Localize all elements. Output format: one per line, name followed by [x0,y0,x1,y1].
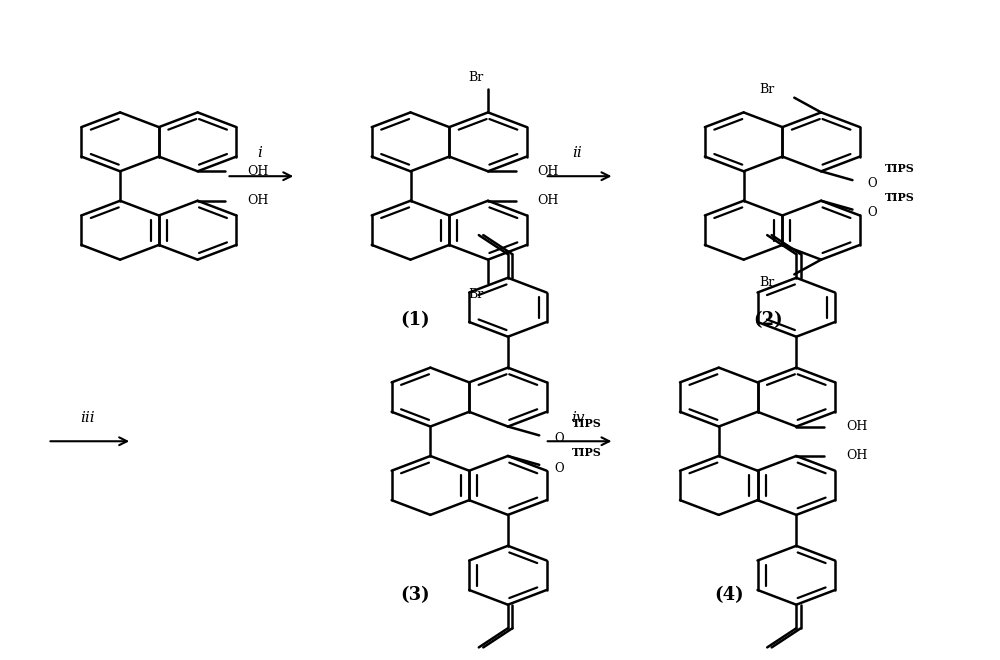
Text: OH: OH [247,165,269,178]
Text: OH: OH [247,194,269,207]
Text: (4): (4) [714,586,744,604]
Text: Br: Br [468,71,483,84]
Text: (1): (1) [401,311,430,329]
Text: (3): (3) [401,586,430,604]
Text: O: O [554,432,564,445]
Text: OH: OH [846,449,867,463]
Text: TIPS: TIPS [885,192,915,203]
Text: Br: Br [759,83,774,96]
Text: OH: OH [538,194,559,207]
Text: O: O [867,177,877,190]
Text: iii: iii [80,411,95,425]
Text: OH: OH [846,420,867,433]
Text: iv: iv [571,411,584,425]
Text: TIPS: TIPS [885,162,915,174]
Text: (2): (2) [754,311,783,329]
Text: O: O [867,207,877,219]
Text: O: O [554,461,564,475]
Text: TIPS: TIPS [572,447,602,458]
Text: OH: OH [538,165,559,178]
Text: i: i [257,146,262,160]
Text: Br: Br [468,288,483,302]
Text: TIPS: TIPS [572,418,602,429]
Text: ii: ii [573,146,582,160]
Text: Br: Br [759,276,774,288]
